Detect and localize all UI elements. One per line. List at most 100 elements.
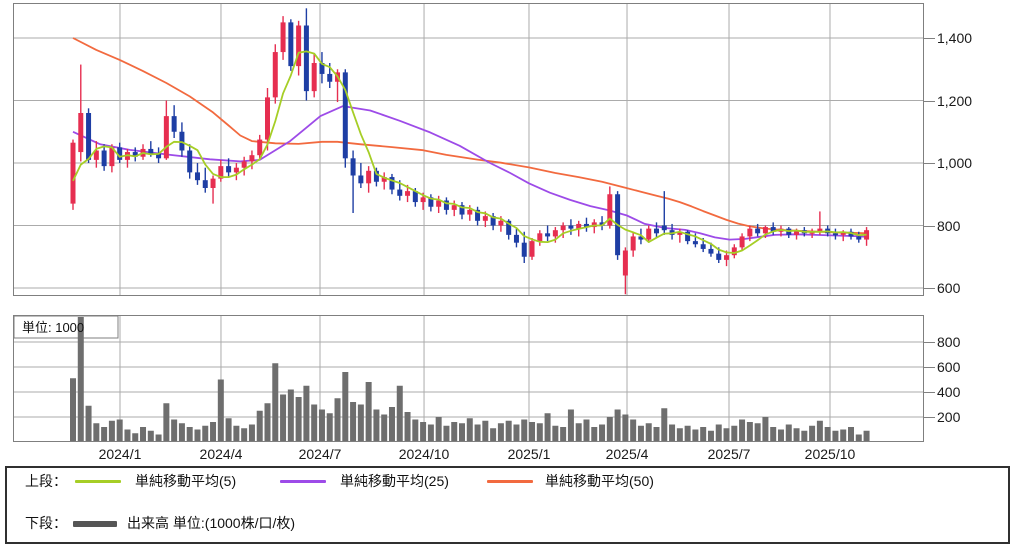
volume-bar <box>762 417 769 442</box>
volume-bar <box>583 419 590 442</box>
volume-bar <box>77 317 84 442</box>
tick-mark <box>924 288 935 289</box>
price-axis-tick: 1,400 <box>937 30 973 46</box>
candle <box>747 225 753 242</box>
volume-bar <box>606 417 613 442</box>
candle <box>280 16 286 60</box>
volume-bar <box>412 419 419 442</box>
volume-bar <box>840 429 847 442</box>
volume-bar <box>746 422 753 442</box>
candle <box>638 228 644 245</box>
candle <box>459 202 465 220</box>
candle <box>654 222 659 238</box>
volume-bar <box>132 433 139 442</box>
volume-bar <box>459 423 465 442</box>
candle <box>762 225 768 238</box>
volume-bar <box>754 423 761 442</box>
candle <box>226 158 232 178</box>
volume-bar <box>567 409 574 442</box>
volume-bar <box>420 422 427 442</box>
candle <box>265 88 270 151</box>
volume-bar <box>303 385 310 442</box>
x-axis-tick: 2025/1 <box>507 446 551 462</box>
candle <box>809 228 815 238</box>
volume-bar <box>777 429 784 442</box>
volume-bar <box>147 430 154 442</box>
tick-mark <box>924 367 935 368</box>
candle <box>529 238 535 260</box>
volume-bar <box>217 379 224 442</box>
sma5-line <box>72 50 867 254</box>
volume-bar <box>210 422 217 442</box>
candle <box>436 195 442 213</box>
volume-bar <box>599 424 606 442</box>
sma50-line-swatch <box>487 480 533 483</box>
x-axis-tick: 2024/1 <box>98 446 142 462</box>
candle <box>630 231 636 257</box>
candle <box>685 230 691 245</box>
volume-bar <box>155 434 162 442</box>
candle <box>661 191 667 235</box>
candle <box>70 139 76 210</box>
volume-bar <box>855 434 862 442</box>
candle <box>366 166 372 193</box>
volume-bar <box>194 429 201 442</box>
volume-bar <box>490 428 497 442</box>
volume-bar <box>427 424 434 442</box>
volume-bar <box>785 424 792 442</box>
candle <box>210 175 216 204</box>
volume-unit-label: 単位: 1000 <box>22 320 84 335</box>
volume-bar <box>93 423 100 442</box>
volume-bar <box>85 405 92 442</box>
volume-bar <box>342 372 349 442</box>
volume-bar <box>622 414 629 442</box>
sma25-legend-label: 単純移動平均(25) <box>340 473 449 489</box>
candle <box>443 197 449 215</box>
candle <box>607 186 613 229</box>
candle <box>475 206 481 226</box>
volume-bar <box>474 424 481 442</box>
volume-bar <box>536 423 543 442</box>
volume-bar <box>863 430 870 442</box>
tick-mark <box>924 392 935 393</box>
volume-bar <box>676 428 683 442</box>
volume-bar <box>326 413 333 442</box>
volume-bar <box>233 425 240 442</box>
candle <box>288 19 294 71</box>
volume-bar <box>544 413 551 442</box>
candle <box>770 222 776 235</box>
candle <box>560 222 566 238</box>
volume-legend-label: 出来高 単位:(1000株/口/枚) <box>127 515 296 531</box>
candle <box>513 228 519 248</box>
candle <box>350 150 356 213</box>
volume-bar <box>793 428 800 442</box>
tick-mark <box>924 417 935 418</box>
volume-bar <box>669 424 676 442</box>
volume-bar <box>357 404 364 442</box>
candle <box>241 156 247 176</box>
candle <box>358 163 364 188</box>
volume-bar <box>653 427 660 442</box>
volume-axis-tick: 200 <box>937 409 961 425</box>
price-axis-tick: 1,000 <box>937 155 973 171</box>
candle <box>583 217 589 232</box>
x-axis-tick: 2025/7 <box>707 446 751 462</box>
volume-bar <box>848 427 854 442</box>
volume-bar <box>809 425 816 442</box>
volume-bar <box>451 422 458 442</box>
candle <box>599 216 605 231</box>
volume-bar <box>350 402 357 442</box>
volume-bar <box>186 427 193 442</box>
candle <box>156 147 162 163</box>
volume-bar <box>529 422 536 442</box>
volume-bar <box>388 407 395 442</box>
sma25-line-swatch <box>280 480 326 483</box>
volume-bar <box>373 409 380 442</box>
volume-bar <box>334 398 341 442</box>
candle <box>389 173 395 195</box>
candle <box>202 167 208 193</box>
volume-bar <box>801 430 808 442</box>
volume-bar <box>552 425 559 442</box>
candle <box>755 223 761 237</box>
volume-bar <box>637 425 644 442</box>
